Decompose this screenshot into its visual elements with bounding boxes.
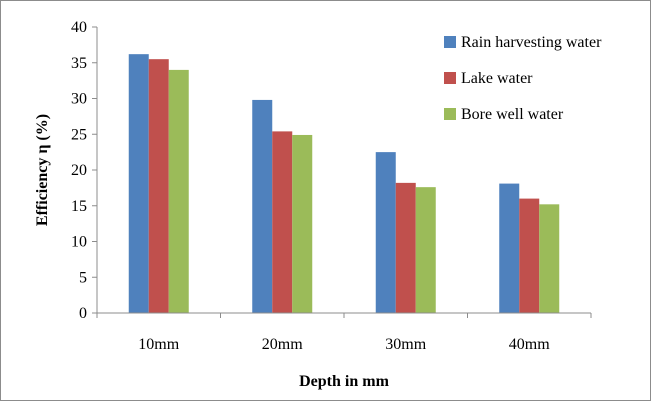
legend-label: Lake water xyxy=(461,70,533,87)
y-tick-label: 0 xyxy=(79,305,87,322)
bar xyxy=(252,99,273,314)
legend-label: Bore well water xyxy=(461,106,564,123)
bar xyxy=(395,182,416,313)
bar xyxy=(519,198,540,313)
legend-label: Rain harvesting water xyxy=(461,34,602,51)
x-tick-label: 20mm xyxy=(262,336,303,353)
bar xyxy=(128,54,149,314)
x-tick-label: 40mm xyxy=(509,336,550,353)
y-tick-label: 25 xyxy=(71,126,87,143)
x-axis-title: Depth in mm xyxy=(299,373,389,390)
bar xyxy=(415,187,436,313)
x-axis-ticks: 10mm 20mm 30mm 40mm xyxy=(96,313,592,353)
y-tick-label: 40 xyxy=(71,19,87,36)
y-tick-label: 20 xyxy=(71,162,87,179)
bar xyxy=(499,183,520,313)
y-tick-label: 30 xyxy=(71,91,87,108)
bars xyxy=(128,54,560,314)
y-tick-label: 15 xyxy=(71,198,87,215)
legend-swatch xyxy=(444,108,456,120)
legend: Rain harvesting water Lake water Bore well… xyxy=(444,34,602,123)
x-tick-label: 10mm xyxy=(138,336,179,353)
y-tick-label: 35 xyxy=(71,55,87,72)
bar xyxy=(375,152,396,313)
bar xyxy=(272,131,293,313)
bar xyxy=(539,204,560,313)
y-tick-label: 5 xyxy=(79,269,87,286)
y-axis-title: Efficiency η (%) xyxy=(34,114,51,226)
legend-swatch xyxy=(444,72,456,84)
bar xyxy=(292,134,313,313)
bar xyxy=(148,59,169,313)
y-tick-label: 10 xyxy=(71,234,87,251)
bar xyxy=(168,69,189,314)
legend-swatch xyxy=(444,36,456,48)
y-axis-ticks: 0 5 10 15 20 25 30 35 40 xyxy=(71,19,97,322)
x-tick-label: 30mm xyxy=(385,336,426,353)
